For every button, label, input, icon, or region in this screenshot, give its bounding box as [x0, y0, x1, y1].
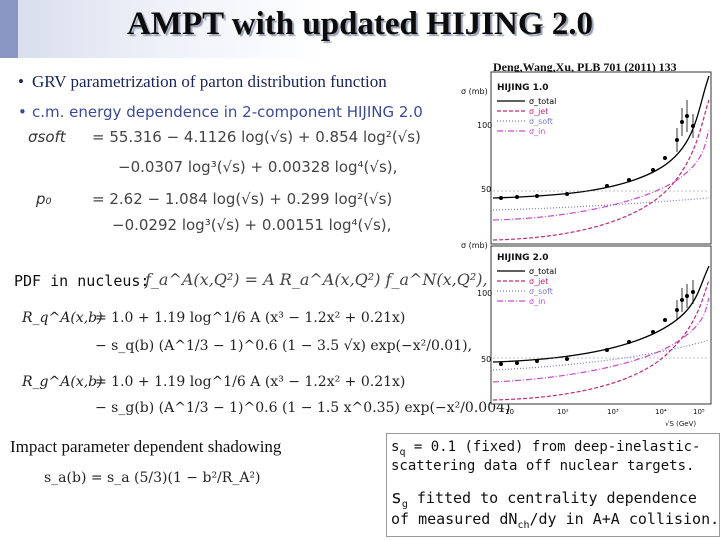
plot-top-total-curve	[492, 75, 710, 199]
bullet-grv: • GRV parametrization of parton distribut…	[18, 72, 387, 92]
legend-total: σ_total	[529, 267, 556, 276]
x-axis-label: √S (GeV)	[665, 420, 696, 428]
note-line-4: of measured dNch/dy in A+A collision.	[391, 510, 720, 531]
legend-jet: σ_jet	[529, 107, 548, 116]
note-line-3: sg fitted to centrality dependence	[391, 487, 697, 510]
rg-line1: = 1.0 + 1.19 log^1/6 A (x³ − 1.2x² + 0.2…	[95, 374, 406, 390]
plot-top-frame	[490, 71, 712, 245]
rg-line2: − s_g(b) (A^1/3 − 1)^0.6 (1 − 1.5 x^0.35…	[95, 400, 511, 416]
datapoint	[535, 194, 539, 198]
rq-line2: − s_q(b) (A^1/3 − 1)^0.6 (1 − 3.5 √x) ex…	[95, 338, 473, 354]
datapoint	[565, 192, 569, 196]
cross-section-plots: σ (mb) 100 50 HIJING 1.0 σ_total σ_jet σ…	[461, 71, 712, 428]
legend-in: σ_in	[529, 297, 545, 306]
rg-lhs: R_g^A(x,b)	[22, 374, 103, 390]
bullet-energy: • c.m. energy dependence in 2-component H…	[18, 103, 423, 121]
plot-bottom-ylabel: σ (mb)	[461, 241, 488, 250]
citation: Deng,Wang,Xu, PLB 701 (2011) 133	[493, 60, 677, 74]
bullet-grv-text: GRV parametrization of parton distributi…	[32, 72, 387, 91]
plot-top-legend: σ_total σ_jet σ_soft σ_in	[497, 97, 556, 136]
p0-lhs: p₀	[36, 190, 52, 208]
datapoint	[499, 362, 503, 366]
note-line-2: scattering data off nuclear targets.	[391, 458, 695, 474]
plot-top-jet-curve	[492, 99, 710, 241]
datapoint	[627, 178, 631, 182]
datapoint	[651, 330, 655, 334]
rq-lhs: R_q^A(x,b)	[22, 310, 103, 326]
note-box	[386, 433, 720, 537]
x-tick-10: 10	[505, 408, 514, 416]
plot-top-errorbars	[676, 100, 694, 152]
sigma-soft-line2: −0.0307 log³(√s) + 0.00328 log⁴(√s),	[118, 158, 398, 176]
x-tick-10000: 10⁴	[655, 408, 667, 416]
x-tick-100: 10²	[557, 408, 569, 416]
x-tick-1000: 10³	[607, 408, 619, 416]
plot-top-ytick-50: 50	[481, 185, 491, 194]
title-accent-bar	[0, 0, 18, 58]
pdf-formula: f_a^A(x,Q²) = A R_a^A(x,Q²) f_a^N(x,Q²),	[145, 270, 488, 289]
datapoint	[499, 196, 503, 200]
x-tick-100000: 10⁵	[693, 408, 705, 416]
plot-bottom-in-curve	[492, 297, 710, 383]
sigma-soft-lhs: σsoft	[28, 128, 66, 146]
datapoint	[663, 156, 667, 160]
p0-line2: −0.0292 log³(√s) + 0.00151 log⁴(√s),	[112, 216, 392, 234]
plot-bottom-legend: σ_total σ_jet σ_soft σ_in	[497, 267, 556, 306]
plot-bottom-frame	[490, 245, 712, 405]
slide-title: AMPT with updated HIJING 2.0	[126, 6, 594, 42]
bullet-dot: •	[18, 72, 24, 91]
pdf-label: PDF in nucleus:	[14, 272, 150, 290]
datapoint	[651, 168, 655, 172]
bullet-dot: •	[18, 103, 27, 121]
plot-top-datapoints	[499, 114, 695, 200]
plot-bottom-errorbars	[676, 280, 694, 320]
legend-in: σ_in	[529, 127, 545, 136]
legend-soft: σ_soft	[529, 287, 553, 296]
datapoint	[605, 184, 609, 188]
datapoint	[535, 359, 539, 363]
datapoint	[663, 318, 667, 322]
note-line-1: sq = 0.1 (fixed) from deep-inelastic-	[391, 439, 701, 458]
plot-top-soft-curve	[492, 197, 710, 211]
datapoint	[565, 357, 569, 361]
impact-label: Impact parameter dependent shadowing	[10, 437, 282, 456]
plot-bottom-total-curve	[492, 265, 710, 363]
datapoint	[605, 348, 609, 352]
plot-top-ylabel: σ (mb)	[461, 87, 488, 96]
plot-bottom-ytick-50: 50	[481, 355, 491, 364]
plot-top-in-curve	[492, 129, 710, 221]
plot-bottom-jet-curve	[492, 279, 710, 401]
plot-bottom-ytick-100: 100	[477, 289, 492, 298]
datapoint	[515, 195, 519, 199]
title-band	[0, 0, 720, 58]
plot-top-ytick-100: 100	[477, 121, 492, 130]
plot-bottom-soft-curve	[492, 339, 710, 371]
p0-line1: = 2.62 − 1.084 log(√s) + 0.299 log²(√s)	[92, 190, 393, 208]
datapoint	[515, 361, 519, 365]
plot-top-panel-label: HIJING 1.0	[497, 83, 549, 93]
impact-formula: s_a(b) = s_a (5/3)(1 − b²/R_A²)	[44, 470, 261, 486]
sigma-soft-line1: = 55.316 − 4.1126 log(√s) + 0.854 log²(√…	[92, 128, 421, 146]
plot-bottom-panel-label: HIJING 2.0	[497, 253, 549, 263]
plot-bottom-datapoints	[499, 290, 695, 366]
legend-jet: σ_jet	[529, 277, 548, 286]
datapoint	[627, 340, 631, 344]
legend-soft: σ_soft	[529, 117, 553, 126]
legend-total: σ_total	[529, 97, 556, 106]
bullet-energy-text: c.m. energy dependence in 2-component HI…	[32, 103, 423, 121]
rq-line1: = 1.0 + 1.19 log^1/6 A (x³ − 1.2x² + 0.2…	[95, 310, 406, 326]
